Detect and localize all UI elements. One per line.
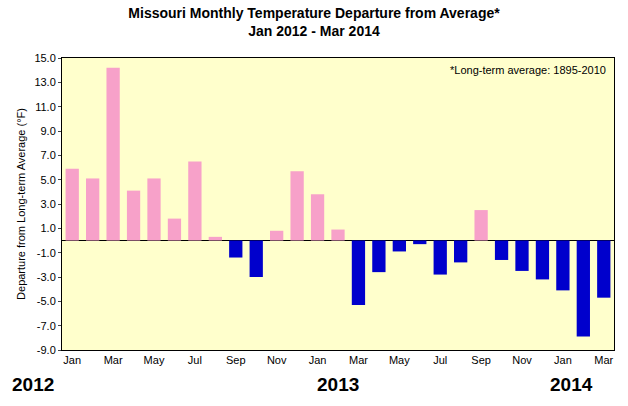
svg-text:-5.0: -5.0 [37, 295, 56, 307]
svg-text:3.0: 3.0 [41, 198, 56, 210]
svg-text:2014: 2014 [550, 374, 593, 395]
svg-text:13.0: 13.0 [34, 76, 55, 88]
svg-text:Departure from Long-term Avera: Departure from Long-term Average (°F) [15, 108, 27, 300]
svg-text:Sep: Sep [471, 354, 491, 366]
svg-text:Mar: Mar [594, 354, 613, 366]
svg-text:May: May [144, 354, 165, 366]
svg-text:Jul: Jul [433, 354, 447, 366]
svg-text:9.0: 9.0 [41, 125, 56, 137]
svg-text:15.0: 15.0 [34, 52, 55, 64]
svg-text:1.0: 1.0 [41, 222, 56, 234]
svg-text:2013: 2013 [317, 374, 359, 395]
svg-text:-9.0: -9.0 [37, 344, 56, 356]
svg-text:Missouri Monthly Temperature D: Missouri Monthly Temperature Departure f… [128, 5, 500, 39]
svg-text:Mar: Mar [104, 354, 123, 366]
svg-text:-3.0: -3.0 [37, 271, 56, 283]
svg-text:May: May [389, 354, 410, 366]
svg-text:Jan: Jan [63, 354, 81, 366]
svg-text:11.0: 11.0 [35, 101, 56, 113]
svg-text:7.0: 7.0 [41, 149, 56, 161]
svg-text:Nov: Nov [512, 354, 532, 366]
svg-text:Nov: Nov [267, 354, 287, 366]
svg-text:2012: 2012 [12, 374, 54, 395]
svg-text:*Long-term average: 1895-2010: *Long-term average: 1895-2010 [450, 64, 606, 76]
svg-text:Mar: Mar [349, 354, 368, 366]
svg-text:5.0: 5.0 [41, 174, 56, 186]
svg-text:Jan: Jan [554, 354, 572, 366]
svg-text:Sep: Sep [226, 354, 246, 366]
svg-text:Jul: Jul [188, 354, 202, 366]
svg-text:-1.0: -1.0 [37, 247, 56, 259]
svg-text:-7.0: -7.0 [37, 320, 56, 332]
svg-text:Jan: Jan [309, 354, 327, 366]
